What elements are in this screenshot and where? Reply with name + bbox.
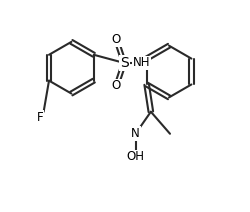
- Text: NH: NH: [132, 56, 150, 69]
- Text: O: O: [112, 33, 121, 46]
- Text: S: S: [120, 56, 128, 70]
- Text: OH: OH: [126, 150, 144, 163]
- Text: O: O: [112, 80, 121, 92]
- Text: N: N: [131, 127, 140, 140]
- Text: F: F: [36, 111, 43, 124]
